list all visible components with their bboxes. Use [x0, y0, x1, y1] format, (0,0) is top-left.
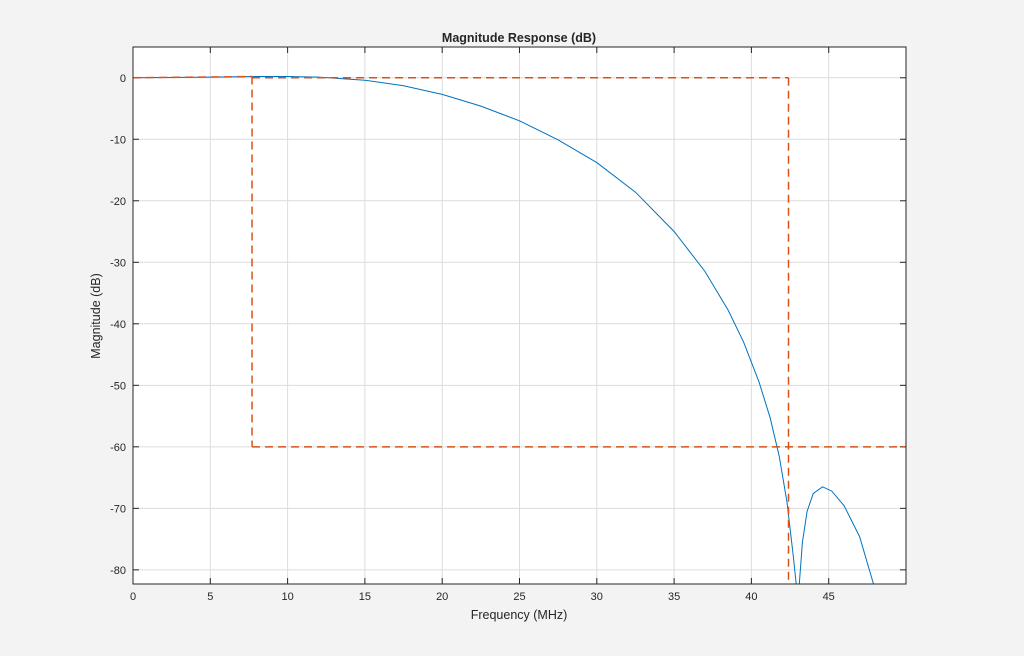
x-tick-label: 25	[513, 591, 525, 603]
y-tick-label: -50	[110, 380, 126, 392]
y-tick-label: -60	[110, 442, 126, 454]
y-axis-label: Magnitude (dB)	[89, 273, 103, 358]
y-tick-label: -40	[110, 319, 126, 331]
y-tick-label: -70	[110, 503, 126, 515]
axes-box	[132, 46, 907, 585]
y-tick-label: -20	[110, 196, 126, 208]
x-tick-label: 30	[591, 591, 603, 603]
y-tick-label: -80	[110, 565, 126, 577]
x-tick-label: 45	[823, 591, 835, 603]
y-tick-label: 0	[120, 73, 126, 85]
series-group	[133, 75, 906, 584]
y-tick-label: -10	[110, 134, 126, 146]
x-tick-label: 5	[207, 591, 213, 603]
x-tick-label: 0	[130, 591, 136, 603]
x-tick-label: 40	[745, 591, 757, 603]
y-ticks: 0 -10 -20 -30 -40 -50 -60 -70 -80	[110, 73, 906, 577]
chart-title: Magnitude Response (dB)	[442, 31, 596, 45]
x-tick-label: 20	[436, 591, 448, 603]
x-axis-label: Frequency (MHz)	[471, 608, 568, 622]
x-tick-label: 35	[668, 591, 680, 603]
x-tick-label: 10	[281, 591, 293, 603]
x-tick-label: 15	[359, 591, 371, 603]
response-line	[133, 76, 874, 584]
y-tick-label: -30	[110, 257, 126, 269]
mask-segment	[133, 75, 253, 79]
